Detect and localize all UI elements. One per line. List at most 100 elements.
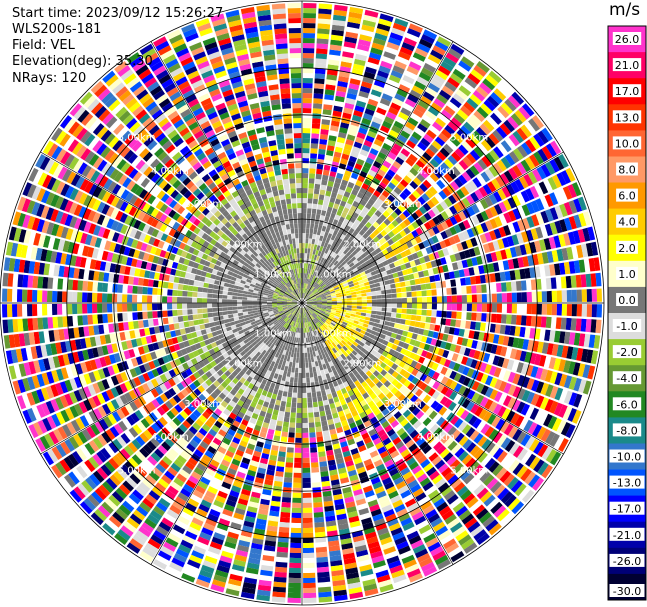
range-gate [126, 542, 141, 554]
range-gate [291, 347, 295, 353]
range-gate [247, 335, 254, 341]
range-gate [59, 381, 69, 394]
range-gate [307, 263, 311, 269]
range-gate [436, 223, 445, 233]
range-gate [315, 58, 327, 65]
range-gate [395, 382, 403, 390]
range-gate [212, 400, 220, 408]
range-gate [333, 448, 342, 455]
range-gate [507, 259, 515, 270]
range-gate [316, 551, 328, 558]
range-gate [480, 373, 489, 384]
range-gate [281, 338, 286, 344]
range-gate [387, 383, 395, 391]
range-gate [247, 405, 255, 413]
range-gate [351, 223, 358, 230]
range-gate [443, 173, 454, 183]
range-gate [302, 457, 310, 463]
range-gate [292, 392, 297, 398]
range-gate [270, 315, 276, 319]
range-gate [291, 336, 295, 343]
range-gate [259, 410, 266, 417]
range-gate [428, 219, 436, 228]
range-gate [262, 489, 272, 496]
range-gate [333, 417, 341, 424]
range-gate [12, 319, 19, 333]
range-gate [332, 156, 341, 163]
range-gate [178, 342, 186, 350]
range-gate [370, 476, 381, 485]
range-gate [491, 178, 501, 190]
range-gate [139, 501, 152, 513]
range-gate [274, 340, 280, 347]
range-gate [553, 402, 563, 416]
range-gate [400, 467, 411, 476]
range-gate [266, 433, 274, 440]
range-gate [430, 282, 437, 289]
range-gate [319, 354, 324, 360]
range-gate [244, 398, 252, 406]
range-gate [497, 356, 505, 368]
range-gate [308, 342, 312, 348]
range-gate [319, 246, 324, 252]
range-gate [47, 317, 54, 329]
range-gate [306, 347, 310, 353]
range-gate [436, 445, 447, 455]
range-gate [145, 335, 153, 344]
range-gate [435, 478, 446, 489]
range-gate [213, 532, 226, 541]
range-gate [419, 427, 429, 437]
range-gate [142, 478, 154, 489]
range-gate [205, 467, 216, 477]
range-gate [409, 320, 416, 327]
range-gate [302, 267, 304, 273]
range-gate [334, 286, 340, 291]
range-gate [403, 371, 411, 379]
range-gate [167, 466, 178, 477]
range-gate [220, 373, 228, 381]
range-gate [148, 470, 160, 482]
range-gate [436, 179, 446, 190]
range-gate [233, 331, 240, 337]
range-gate [358, 507, 370, 516]
range-gate [259, 431, 267, 439]
range-gate [189, 554, 203, 564]
range-gate [105, 429, 116, 441]
range-gate [323, 200, 329, 207]
range-gate [197, 385, 205, 393]
range-gate [371, 555, 385, 564]
range-gate [324, 216, 330, 223]
range-gate [214, 472, 224, 481]
range-gate [78, 374, 87, 387]
range-gate [449, 380, 458, 390]
range-gate [313, 290, 319, 295]
range-gate [282, 304, 288, 306]
range-gate [363, 281, 370, 286]
range-gate [573, 377, 582, 392]
range-gate [309, 293, 315, 298]
range-gate [314, 78, 325, 85]
range-gate [303, 562, 315, 568]
range-gate [495, 467, 508, 480]
range-gate [149, 327, 156, 335]
range-gate [292, 316, 296, 321]
range-gate [223, 396, 232, 404]
range-gate [352, 387, 359, 394]
range-gate [344, 314, 351, 319]
range-gate [243, 577, 258, 585]
range-gate [293, 311, 297, 316]
range-gate [303, 43, 315, 49]
range-gate [332, 584, 347, 592]
range-gate [426, 199, 436, 209]
range-gate [315, 271, 320, 277]
range-gate [409, 416, 419, 426]
range-gate [252, 355, 258, 362]
range-gate [250, 547, 262, 555]
range-gate [535, 316, 542, 328]
range-gate [563, 201, 573, 216]
range-gate [380, 222, 388, 230]
range-gate [213, 574, 228, 583]
range-gate [387, 403, 396, 412]
range-gate [101, 391, 110, 403]
